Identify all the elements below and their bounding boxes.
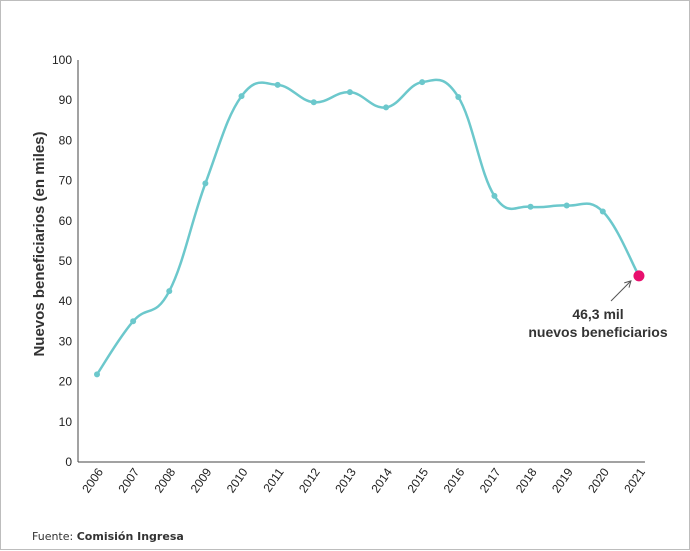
data-point [455, 93, 462, 100]
data-points [94, 79, 645, 378]
data-point [202, 180, 209, 187]
x-tick-label: 2020 [585, 465, 612, 495]
axes [77, 60, 645, 463]
data-point [419, 79, 426, 86]
y-tick-label: 0 [65, 455, 72, 469]
annotation-arrowhead [624, 280, 632, 288]
y-tick-label: 70 [59, 174, 73, 188]
x-tick-label: 2011 [260, 465, 286, 494]
x-tick-label: 2010 [224, 465, 251, 495]
annotation-arrow [610, 280, 632, 302]
data-point [563, 202, 570, 209]
x-tick-label: 2013 [332, 465, 359, 495]
y-tick-labels: 0 10 20 30 40 50 60 70 80 90 100 [52, 53, 72, 469]
source-name: Comisión Ingresa [76, 530, 184, 543]
x-tick-label: 2012 [296, 465, 323, 495]
x-tick-label: 2016 [441, 465, 468, 495]
data-point [166, 288, 173, 295]
annotation-caption: nuevos beneficiarios [528, 324, 667, 340]
y-tick-label: 20 [59, 375, 73, 389]
data-point [310, 99, 317, 106]
data-point [599, 208, 606, 215]
data-point [527, 203, 534, 210]
x-tick-labels: 2006 2007 2008 2009 2010 2011 2012 2013 2014 2015… [79, 465, 648, 495]
data-point [383, 104, 390, 111]
data-point [274, 81, 281, 88]
series-line [95, 78, 641, 376]
data-point [346, 89, 353, 96]
y-tick-label: 10 [59, 415, 73, 429]
x-tick-label: 2006 [79, 465, 106, 495]
annotation-value: 46,3 mil [572, 306, 623, 322]
data-point [491, 192, 498, 199]
data-point [94, 371, 100, 378]
y-tick-label: 30 [59, 334, 73, 348]
x-tick-label: 2009 [188, 465, 215, 495]
data-point [238, 93, 245, 100]
x-tick-label: 2007 [115, 465, 142, 495]
x-tick-label: 2018 [513, 465, 540, 495]
y-tick-label: 80 [59, 133, 73, 147]
highlight-point [633, 270, 645, 282]
x-tick-label: 2021 [621, 465, 648, 495]
y-tick-label: 90 [59, 93, 73, 107]
x-tick-label: 2017 [477, 465, 504, 495]
data-point [130, 318, 137, 325]
y-tick-label: 60 [59, 214, 73, 228]
y-axis-label: Nuevos beneficiarios (en miles) [31, 131, 48, 356]
source-prefix: Fuente: [32, 530, 77, 543]
x-tick-label: 2014 [368, 465, 395, 495]
y-tick-label: 40 [59, 294, 73, 308]
x-tick-label: 2008 [152, 465, 179, 495]
source-note: Fuente: Comisión Ingresa [32, 530, 184, 543]
y-tick-label: 100 [52, 53, 72, 67]
x-tick-label: 2015 [404, 465, 431, 495]
y-tick-label: 50 [59, 254, 73, 268]
x-tick-label: 2019 [549, 465, 576, 495]
